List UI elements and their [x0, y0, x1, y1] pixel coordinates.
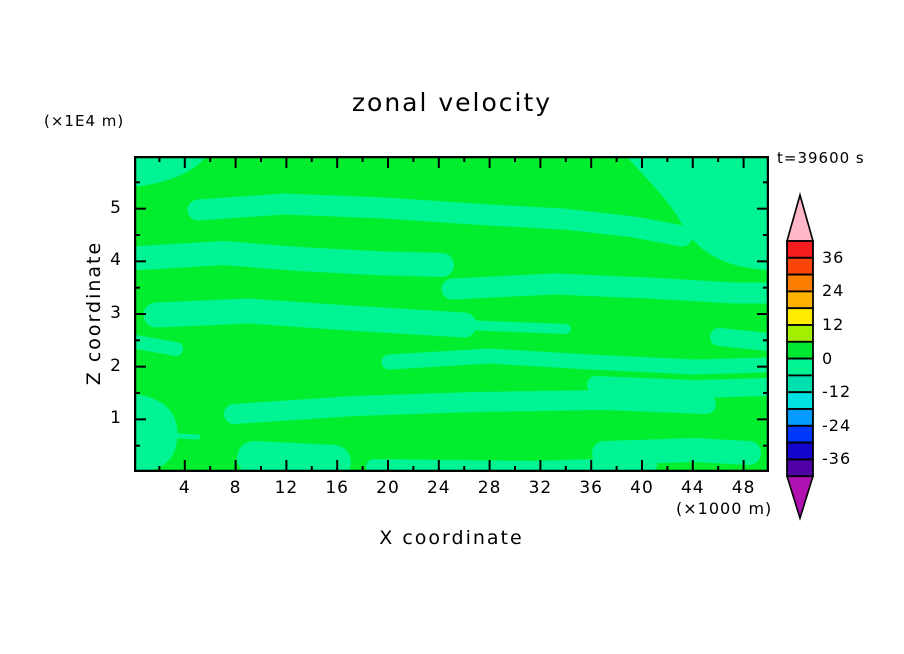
colorbar-segment: [786, 441, 814, 461]
colorbar-segment: [786, 290, 814, 310]
colorbar-svg: [785, 192, 815, 521]
contour-band-negative: [366, 457, 657, 472]
x-tick-label: 32: [528, 478, 553, 498]
x-tick-label: 44: [680, 478, 705, 498]
contour-band-negative: [441, 273, 769, 304]
colorbar-segment: [786, 424, 814, 444]
colorbar-over-arrow: [785, 192, 815, 242]
contour-band-negative: [592, 438, 761, 465]
x-tick-label: 4: [178, 478, 191, 498]
colorbar-segment: [786, 340, 814, 360]
x-axis-title: X coordinate: [379, 527, 524, 549]
contour-band-negative: [134, 241, 454, 277]
plot-title: zonal velocity: [351, 88, 553, 117]
x-tick-label: 20: [376, 478, 400, 498]
colorbar-segment: [786, 357, 814, 377]
colorbar-tick-label: 36: [822, 247, 845, 267]
colorbar-segment: [786, 240, 814, 259]
colorbar-segment: [786, 324, 814, 343]
y-axis-unit-label: (×1E4 m): [44, 112, 125, 130]
colorbar-tick-label: 24: [822, 281, 845, 301]
contour-field-svg: [133, 155, 770, 473]
contour-band-negative: [156, 432, 201, 440]
x-axis-unit-label: (×1000 m): [676, 499, 773, 518]
colorbar-segment: [786, 408, 814, 427]
colorbar-tick-label: 12: [822, 315, 845, 334]
x-tick-label: 48: [731, 478, 756, 498]
colorbar: [772, 190, 838, 530]
contour-band-negative: [224, 390, 716, 424]
contour-band-negative: [134, 394, 178, 472]
contour-band-negative: [710, 328, 769, 351]
x-tick-label: 28: [477, 478, 502, 498]
colorbar-under-arrow: [785, 475, 815, 521]
x-tick-label: 24: [426, 478, 451, 498]
x-tick-label: 12: [274, 478, 299, 498]
colorbar-segment: [786, 391, 814, 410]
x-tick-label: 8: [229, 478, 242, 498]
contour-band-negative: [237, 441, 351, 472]
contour-band-negative: [187, 193, 693, 247]
contour-band-negative: [134, 335, 183, 356]
contour-plot: [133, 155, 770, 473]
contour-band-negative: [134, 156, 206, 187]
y-tick-label: 5: [110, 197, 122, 218]
colorbar-tick-label: -24: [822, 415, 852, 435]
x-tick-label: 16: [325, 478, 349, 498]
plot-frame: [133, 155, 770, 473]
contour-band-negative: [587, 376, 769, 398]
contour-band-negative: [381, 348, 769, 375]
y-tick-label: 2: [110, 355, 122, 376]
colorbar-segment: [786, 256, 814, 276]
colorbar-tick-label: 0: [822, 348, 834, 368]
y-tick-label: 1: [110, 408, 122, 429]
colorbar-segment: [786, 307, 814, 326]
colorbar-segment: [786, 273, 814, 293]
contour-field: [134, 156, 769, 472]
colorbar-tick-label: -36: [822, 449, 852, 469]
y-tick-label: 3: [110, 303, 122, 323]
contour-band-negative: [143, 298, 477, 338]
time-annotation: t=39600 s: [777, 149, 865, 167]
colorbar-segment: [786, 374, 814, 394]
y-tick-label: 4: [110, 250, 122, 271]
contour-band-negative: [626, 156, 769, 270]
x-tick-label: 36: [579, 478, 603, 498]
contour-band-negative: [459, 320, 571, 334]
colorbar-segment: [786, 458, 814, 478]
x-tick-label: 40: [630, 478, 654, 498]
colorbar-tick-label: -12: [822, 382, 852, 402]
